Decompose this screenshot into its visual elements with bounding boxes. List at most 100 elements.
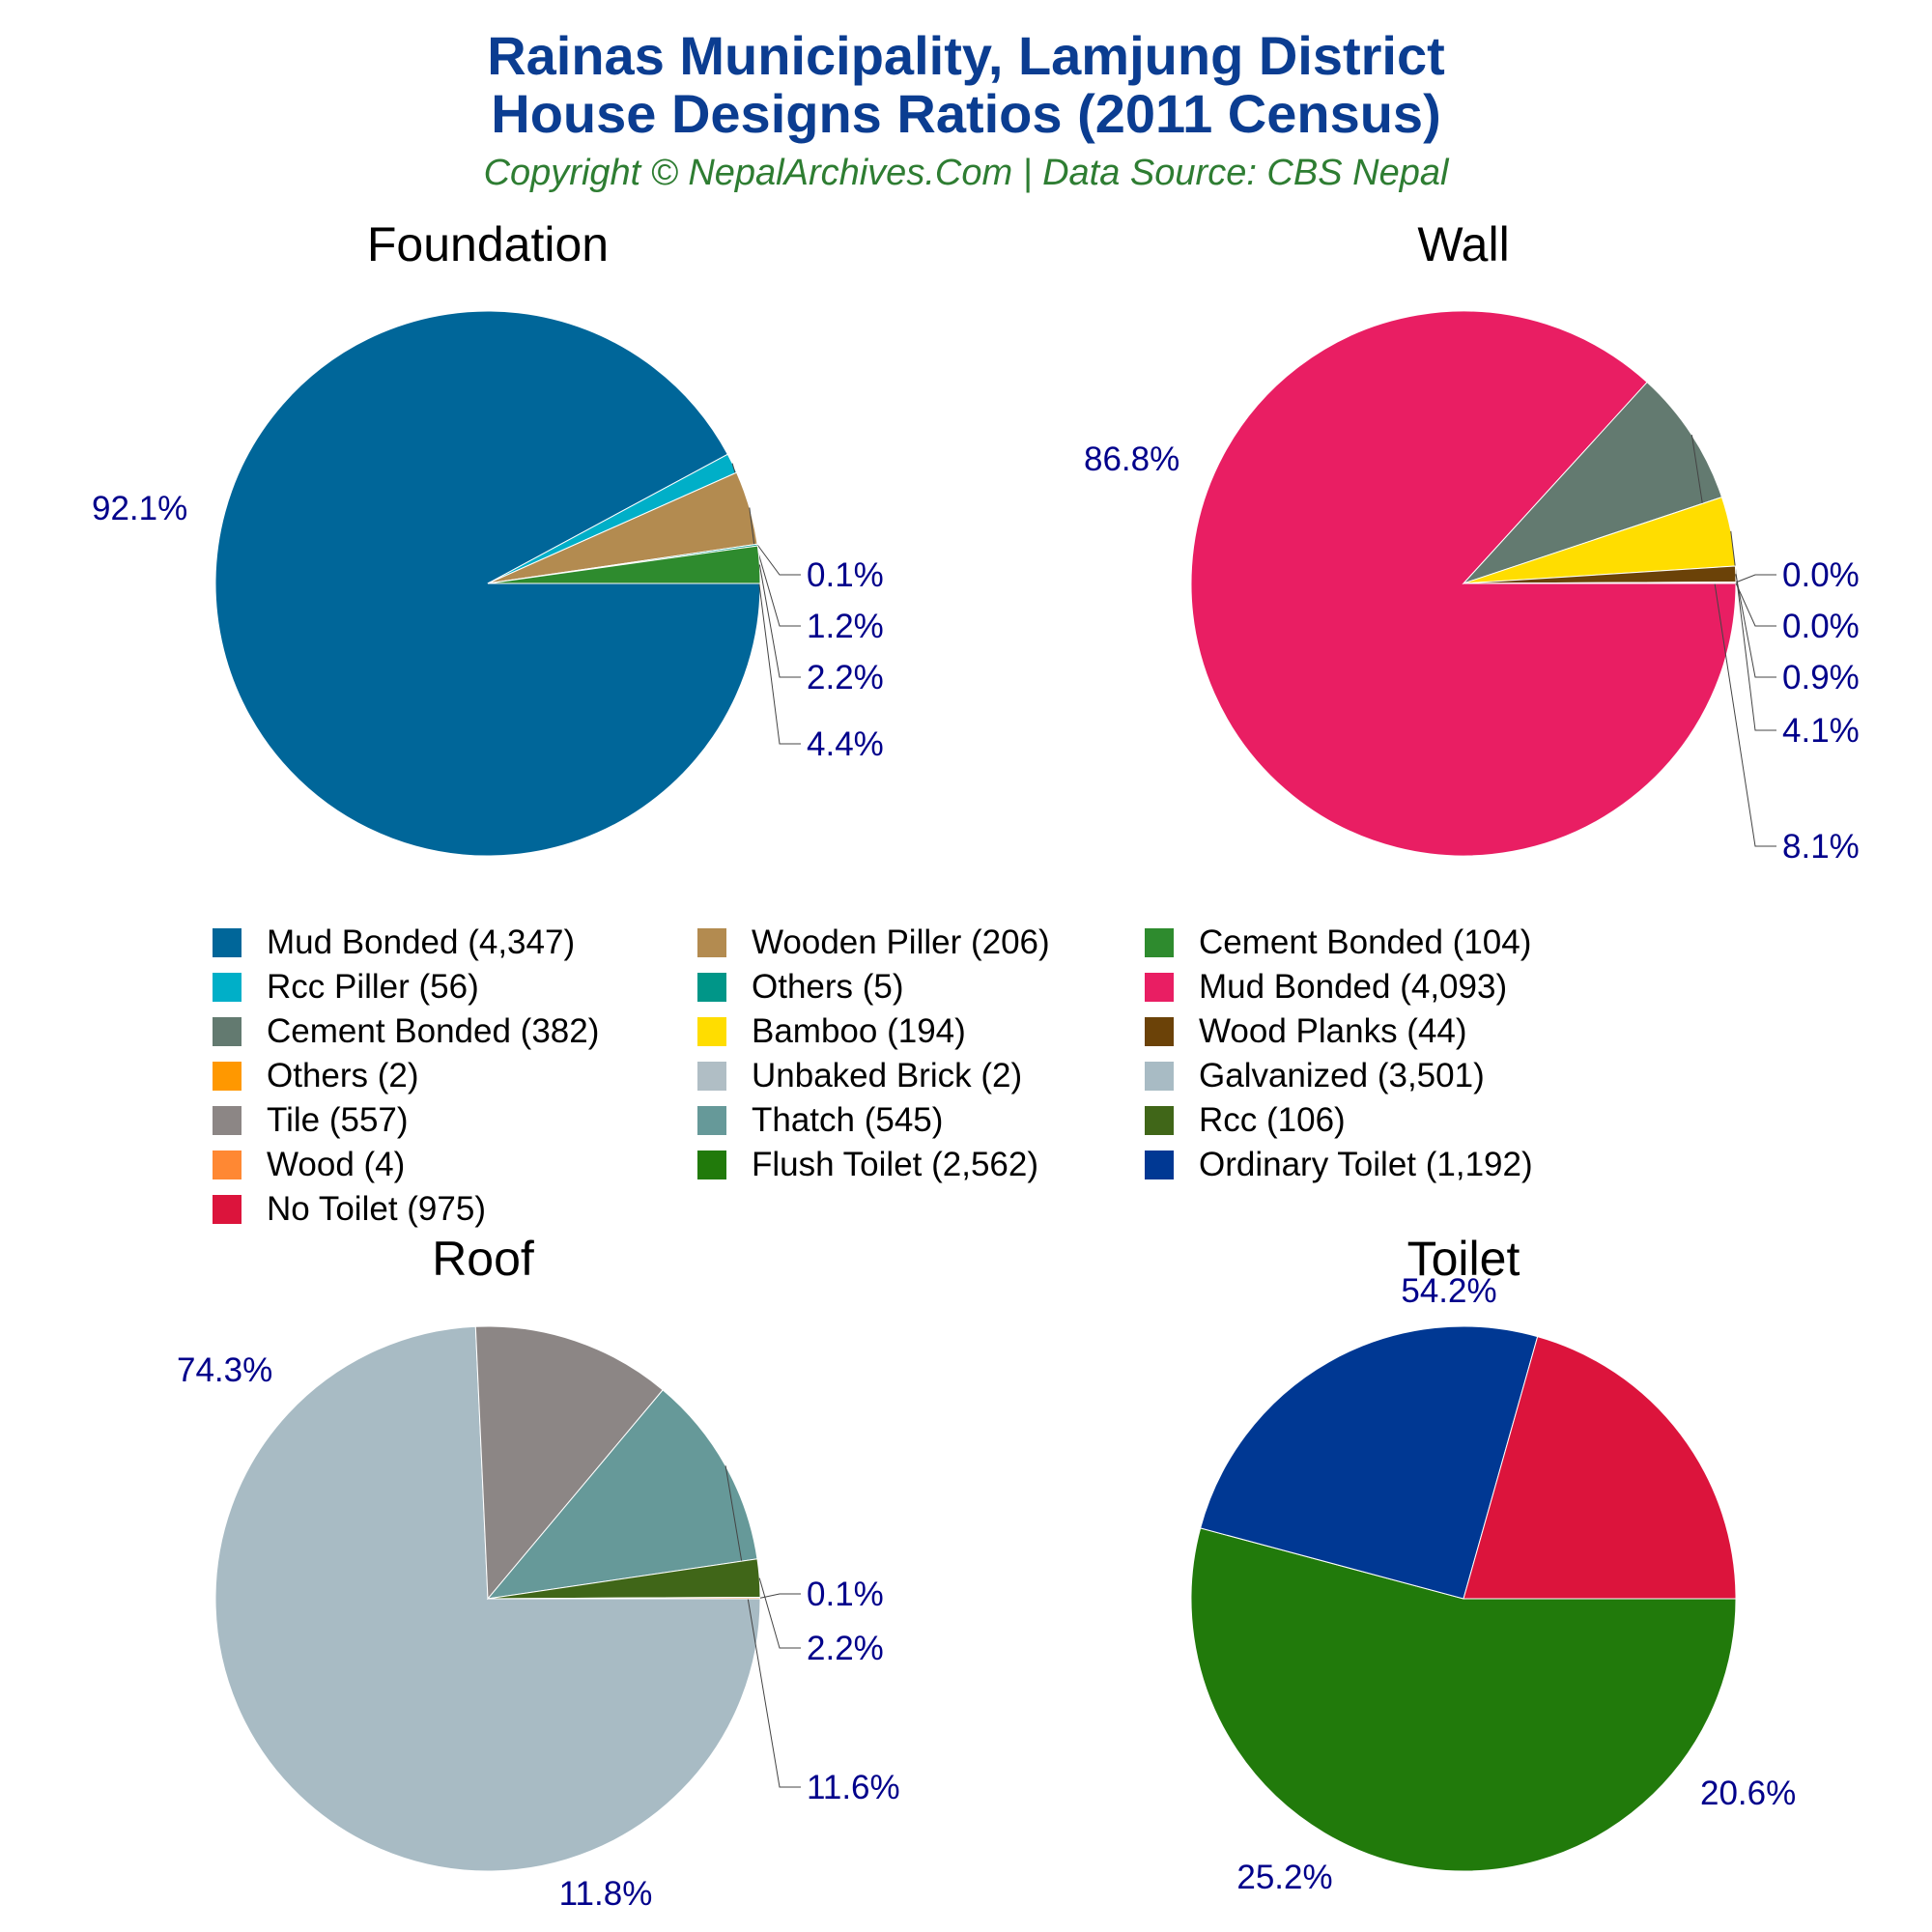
percent-label-toilet-ordinary-toilet: 25.2%	[1236, 1859, 1332, 1896]
legend-swatch	[1145, 1017, 1174, 1046]
percent-label-wall-cement-bonded: 8.1%	[1782, 828, 1860, 866]
percent-label-wall-mud-bonded: 86.8%	[1084, 440, 1179, 478]
legend-swatch	[213, 1106, 242, 1135]
legend-item: Galvanized (3,501)	[1145, 1056, 1485, 1096]
legend-swatch	[213, 1062, 242, 1091]
leader-line-foundation-others	[756, 544, 801, 576]
subtitle: Copyright © NepalArchives.Com | Data Sou…	[483, 153, 1449, 193]
pie-slice-wall-mud-bonded	[1190, 310, 1737, 857]
percent-label-roof-wood: 0.1%	[807, 1576, 884, 1613]
legend-item: Thatch (545)	[697, 1100, 943, 1141]
percent-label-wall-unbaked-brick: 0.0%	[1782, 608, 1860, 645]
legend-label: Wood (4)	[267, 1146, 406, 1183]
legend-swatch	[1145, 1062, 1174, 1091]
percent-label-foundation-rcc-piller: 1.2%	[807, 608, 884, 645]
pie-slice-foundation-cement-bonded	[487, 545, 761, 584]
legend-item: Bamboo (194)	[697, 1011, 966, 1052]
legend-label: Wooden Piller (206)	[752, 923, 1050, 961]
legend-swatch	[213, 1151, 242, 1179]
leader-line-foundation-cement-bonded	[758, 564, 801, 678]
leader-line-wall-wood-planks	[1735, 574, 1776, 678]
legend-item: Cement Bonded (104)	[1145, 923, 1531, 963]
legend-swatch	[213, 1195, 242, 1224]
pie-slice-foundation-mud-bonded	[214, 310, 761, 857]
pie-title-wall: Wall	[1417, 217, 1509, 271]
legend-item: Wood Planks (44)	[1145, 1011, 1467, 1052]
legend-item: Mud Bonded (4,347)	[213, 923, 575, 963]
percent-label-roof-tile: 11.8%	[559, 1875, 653, 1913]
legend-swatch	[697, 1062, 726, 1091]
legend-item: Wood (4)	[213, 1145, 405, 1185]
percent-label-wall-wood-planks: 0.9%	[1782, 659, 1860, 696]
pie-slice-roof-wood	[487, 1596, 761, 1600]
leader-line-wall-bamboo	[1730, 530, 1776, 731]
leader-line-roof-rcc	[758, 1577, 801, 1649]
percent-label-foundation-mud-bonded: 92.1%	[92, 490, 187, 527]
leader-line-foundation-wooden-piller	[749, 507, 801, 745]
legend-swatch	[697, 1017, 726, 1046]
legend-swatch	[1145, 1151, 1174, 1179]
pie-slice-toilet-ordinary-toilet	[1200, 1325, 1539, 1600]
legend-swatch	[697, 1106, 726, 1135]
legend-item: Flush Toilet (2,562)	[697, 1145, 1038, 1185]
legend-label: Thatch (545)	[752, 1101, 944, 1139]
legend-label: Cement Bonded (382)	[267, 1012, 600, 1050]
pie-chart-foundation: Foundation 92.1% 1.2% 4.4% 0.1% 2.2%	[92, 217, 884, 857]
pie-slice-roof-tile	[474, 1325, 664, 1601]
legend-label: Ordinary Toilet (1,192)	[1199, 1146, 1533, 1183]
legend-label: Rcc Piller (56)	[267, 968, 479, 1006]
percent-label-toilet-flush-toilet: 54.2%	[1401, 1272, 1496, 1310]
legend-label: Flush Toilet (2,562)	[752, 1146, 1039, 1183]
percent-label-wall-others: 0.0%	[1782, 556, 1860, 594]
title-line-1: Rainas Municipality, Lamjung District	[487, 25, 1445, 86]
legend-swatch	[697, 973, 726, 1002]
title-line-2: House Designs Ratios (2011 Census)	[491, 83, 1441, 144]
leader-line-roof-wood	[759, 1593, 801, 1599]
percent-label-roof-thatch: 11.6%	[807, 1769, 900, 1806]
legend-item: Rcc Piller (56)	[213, 967, 479, 1008]
pie-title-roof: Roof	[432, 1232, 534, 1286]
legend-item: Mud Bonded (4,093)	[1145, 967, 1507, 1008]
pie-chart-wall: Wall 86.8% 8.1% 4.1% 0.9% 0.0% 0.0%	[1084, 217, 1860, 866]
legend-swatch	[1145, 928, 1174, 957]
legend-swatch	[213, 928, 242, 957]
legend-item: Rcc (106)	[1145, 1100, 1346, 1141]
legend-label: Mud Bonded (4,093)	[1199, 968, 1508, 1006]
pie-slice-toilet-flush-toilet	[1190, 1527, 1737, 1872]
legend-item: No Toilet (975)	[213, 1189, 486, 1230]
legend-label: Tile (557)	[267, 1101, 409, 1139]
legend-item: Tile (557)	[213, 1100, 409, 1141]
legend-label: Bamboo (194)	[752, 1012, 966, 1050]
leader-line-wall-others	[1735, 574, 1776, 583]
legend-swatch	[213, 1017, 242, 1046]
legend-label: Others (2)	[267, 1057, 419, 1094]
legend-label: Unbaked Brick (2)	[752, 1057, 1023, 1094]
pie-title-foundation: Foundation	[367, 217, 609, 271]
legend-item: Others (5)	[697, 967, 904, 1008]
percent-label-wall-bamboo: 4.1%	[1782, 712, 1860, 750]
percent-label-foundation-wooden-piller: 4.4%	[807, 725, 884, 763]
legend-label: Galvanized (3,501)	[1199, 1057, 1485, 1094]
legend-label: Cement Bonded (104)	[1199, 923, 1532, 961]
legend-swatch	[1145, 973, 1174, 1002]
pie-slice-toilet-no-toilet	[1463, 1336, 1737, 1600]
legend-item: Others (2)	[213, 1056, 419, 1096]
pie-chart-roof: Roof 74.3% 11.8% 11.6% 2.2% 0.1%	[177, 1232, 900, 1913]
percent-label-foundation-others: 0.1%	[807, 556, 884, 594]
percent-label-roof-galvanized: 74.3%	[177, 1351, 272, 1389]
legend-item: Unbaked Brick (2)	[697, 1056, 1022, 1096]
percent-label-roof-rcc: 2.2%	[807, 1630, 884, 1667]
legend-swatch	[1145, 1106, 1174, 1135]
percent-label-foundation-cement-bonded: 2.2%	[807, 659, 884, 696]
leader-line-wall-unbaked-brick	[1735, 582, 1776, 627]
legend-item: Cement Bonded (382)	[213, 1011, 599, 1052]
legend-item: Wooden Piller (206)	[697, 923, 1050, 963]
legend-swatch	[697, 928, 726, 957]
legend-label: Mud Bonded (4,347)	[267, 923, 576, 961]
legend-label: Rcc (106)	[1199, 1101, 1346, 1139]
legend-label: No Toilet (975)	[267, 1190, 486, 1228]
legend-swatch	[213, 973, 242, 1002]
legend-label: Wood Planks (44)	[1199, 1012, 1467, 1050]
